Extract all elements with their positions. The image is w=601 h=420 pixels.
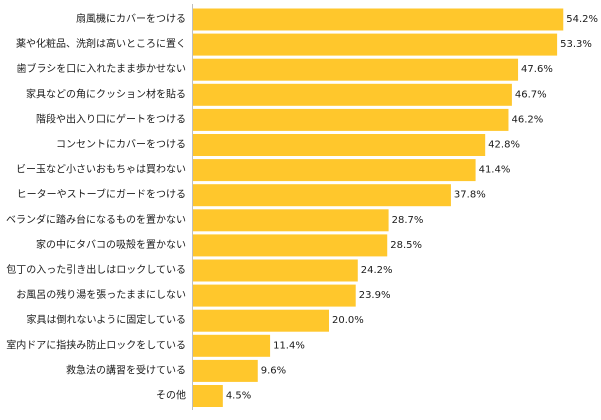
category-label-13: 家具は倒れないように固定している	[27, 313, 187, 326]
value-label-10: 28.5%	[390, 240, 422, 251]
category-label-9: ベランダに踏み台になるものを置かない	[6, 213, 186, 226]
category-label-16: その他	[156, 389, 186, 402]
value-labels-layer: 54.2% 53.3% 47.6% 46.7% 46.2% 42.8% 41.4% 37.8%…	[226, 14, 598, 402]
bar-15	[192, 359, 258, 382]
bar-7	[192, 159, 476, 182]
bar-14	[192, 334, 271, 357]
category-label-11: 包丁の入った引き出しはロックしている	[6, 263, 186, 276]
category-label-5: 階段や出入り口にゲートをつける	[36, 112, 186, 125]
value-label-11: 24.2%	[361, 265, 393, 276]
category-labels-layer: 扇風機にカバーをつける薬や化粧品、洗剤は高いところに置く歯ブラシを口に入れたまま…	[6, 12, 186, 402]
category-label-14: 室内ドアに指挟み防止ロックをしている	[6, 338, 186, 351]
bar-1	[192, 8, 564, 31]
value-label-1: 54.2%	[566, 14, 598, 25]
bar-4	[192, 83, 512, 106]
value-label-4: 46.7%	[515, 89, 547, 100]
value-label-6: 42.8%	[488, 140, 520, 151]
category-label-2: 薬や化粧品、洗剤は高いところに置く	[16, 37, 186, 50]
value-label-2: 53.3%	[560, 39, 592, 50]
category-label-1: 扇風機にカバーをつける	[76, 12, 186, 25]
category-label-4: 家具などの角にクッション材を貼る	[26, 87, 186, 100]
bar-11	[192, 259, 358, 282]
bar-3	[192, 58, 519, 81]
value-label-12: 23.9%	[359, 290, 391, 301]
bar-12	[192, 284, 356, 307]
category-label-6: コンセントにカバーをつける	[56, 139, 186, 151]
category-label-12: お風呂の残り湯を張ったままにしない	[16, 288, 186, 301]
value-label-15: 9.6%	[261, 365, 286, 376]
value-label-9: 28.7%	[392, 215, 424, 226]
value-label-3: 47.6%	[521, 64, 553, 75]
bar-9	[192, 209, 389, 232]
value-label-16: 4.5%	[226, 391, 251, 402]
category-label-8: ヒーターやストーブにガードをつける	[17, 188, 186, 201]
value-label-14: 11.4%	[273, 340, 305, 351]
bar-2	[192, 33, 558, 56]
bars-layer	[192, 8, 564, 407]
bar-5	[192, 108, 509, 131]
category-label-10: 家の中にタバコの吸殻を置かない	[36, 238, 186, 251]
bar-13	[192, 309, 329, 332]
value-label-7: 41.4%	[479, 165, 511, 176]
bar-16	[192, 385, 223, 407]
category-label-7: ビー玉など小さいおもちゃは買わない	[16, 164, 186, 176]
value-label-13: 20.0%	[332, 315, 364, 326]
value-label-8: 37.8%	[454, 190, 486, 201]
category-label-3: 歯ブラシを口に入れたまま歩かせない	[17, 62, 187, 75]
bar-8	[192, 184, 451, 207]
bar-10	[192, 234, 388, 257]
bar-6	[192, 134, 486, 156]
value-label-5: 46.2%	[511, 114, 543, 125]
category-label-15: 救急法の講習を受けている	[66, 363, 186, 376]
